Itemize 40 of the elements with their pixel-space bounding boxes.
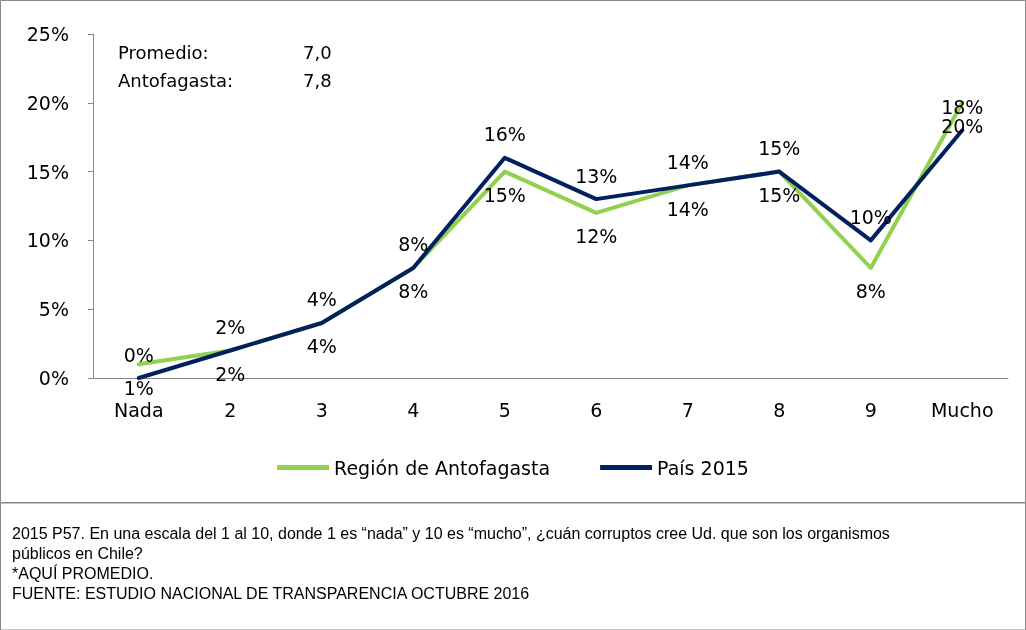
x-tick-label: Nada — [113, 398, 164, 421]
text: *AQUÍ PROMEDIO. — [12, 563, 154, 582]
data-label: 14% — [666, 150, 709, 173]
y-tick-label: 25% — [26, 23, 69, 45]
x-tick-label: 2 — [224, 398, 237, 421]
y-tick-label: 0% — [38, 367, 69, 389]
data-label: 15% — [758, 184, 801, 207]
data-label: 8% — [398, 280, 429, 303]
data-label: 14% — [666, 197, 709, 220]
x-tick-label: 9 — [864, 398, 877, 421]
text: 2015 P57. En una escala del 1 al 10, donde 1 es “nada” y 10 es “mucho”, ¿cuán corruptos cree Ud. que son los organismos públicos en Chile? — [12, 524, 895, 562]
y-tick-label: 10% — [26, 229, 69, 252]
data-label: 4% — [306, 335, 337, 358]
x-tick-label: 4 — [407, 398, 420, 421]
x-tick-label: 5 — [498, 398, 511, 421]
data-label: 0% — [123, 343, 154, 366]
data-label: 2% — [215, 362, 246, 385]
y-tick-label: 5% — [38, 298, 69, 321]
data-label: 4% — [306, 288, 337, 311]
y-tick-label: 20% — [26, 91, 69, 114]
data-label: 2% — [215, 315, 246, 338]
text: Antofagasta: 7,8 — [118, 69, 332, 91]
x-tick-label: Mucho — [930, 398, 994, 421]
data-label: 13% — [575, 164, 618, 187]
data-label: 8% — [855, 280, 886, 303]
x-tick-label: 3 — [315, 398, 328, 421]
data-label: 12% — [575, 225, 618, 248]
data-label: 8% — [398, 233, 429, 256]
x-tick-label: 8 — [773, 398, 786, 421]
legend-label: Región de Antofagasta — [334, 456, 551, 479]
text: Promedio: 7,0 — [118, 41, 332, 63]
data-label: 15% — [483, 184, 526, 207]
x-tick-label: 6 — [590, 398, 603, 421]
y-tick-label: 15% — [26, 160, 69, 183]
data-label: 16% — [483, 123, 526, 146]
data-label: 15% — [758, 137, 801, 160]
x-tick-label: 7 — [681, 398, 694, 421]
legend-label: País 2015 — [657, 456, 749, 479]
source-note: FUENTE: ESTUDIO NACIONAL DE TRANSPARENCIA OCTUBRE 2016 — [12, 584, 530, 602]
data-label: 1% — [123, 376, 154, 399]
